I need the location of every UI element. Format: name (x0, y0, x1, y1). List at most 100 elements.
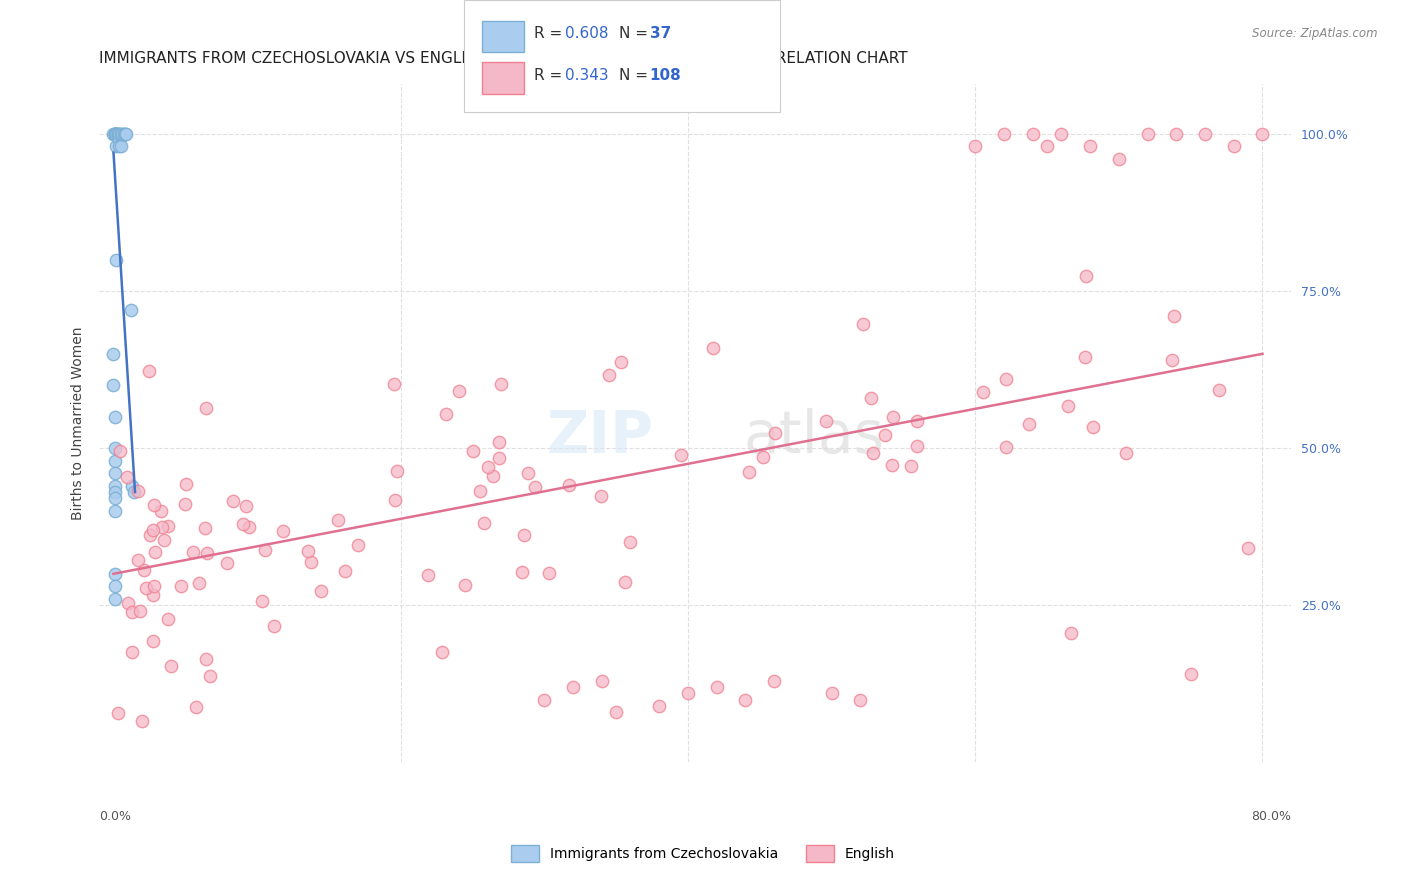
Text: R =: R = (534, 69, 568, 83)
Point (297, 544, 319, 558)
Point (905, 414, 928, 428)
Point (107, 127, 129, 141)
Point (882, 409, 904, 424)
Point (105, 127, 128, 141)
Point (468, 483, 491, 498)
Point (860, 391, 883, 405)
Point (449, 384, 471, 398)
Point (676, 686, 699, 700)
Point (111, 127, 134, 141)
Point (1074, 350, 1097, 364)
Point (1021, 127, 1043, 141)
Point (122, 485, 145, 500)
Point (105, 252, 128, 267)
Point (238, 519, 260, 533)
Point (384, 493, 406, 508)
Point (591, 673, 613, 688)
Point (1136, 127, 1159, 141)
Point (598, 368, 620, 382)
Point (142, 634, 165, 648)
Y-axis label: Births to Unmarried Women: Births to Unmarried Women (72, 326, 86, 520)
Point (669, 448, 692, 462)
Point (815, 415, 838, 429)
Point (488, 435, 510, 450)
Point (1166, 127, 1188, 141)
Point (1081, 419, 1104, 434)
Point (104, 479, 127, 493)
Point (195, 652, 218, 666)
Point (104, 127, 127, 141)
Point (1160, 352, 1182, 367)
Point (523, 480, 546, 494)
Point (1036, 139, 1059, 153)
Point (104, 485, 127, 500)
Point (104, 441, 127, 455)
Point (994, 440, 1017, 454)
Point (188, 575, 211, 590)
Point (510, 565, 533, 579)
Point (1060, 626, 1083, 640)
Point (972, 384, 994, 399)
Point (1057, 400, 1080, 414)
Point (477, 460, 499, 475)
Point (702, 341, 724, 355)
Point (1108, 152, 1130, 166)
Point (186, 700, 208, 714)
Text: 0.0%: 0.0% (100, 810, 131, 823)
Point (537, 566, 560, 580)
Point (105, 127, 128, 141)
Point (752, 450, 775, 464)
Point (488, 450, 510, 465)
Point (1078, 139, 1101, 153)
Point (1251, 127, 1274, 141)
Point (160, 658, 183, 673)
Point (333, 564, 356, 578)
Point (346, 538, 368, 552)
Point (104, 409, 127, 424)
Point (183, 545, 205, 559)
Point (174, 476, 197, 491)
Point (217, 556, 239, 570)
Point (232, 517, 254, 532)
Point (482, 468, 505, 483)
Point (104, 467, 127, 481)
Point (562, 680, 585, 694)
Point (103, 127, 125, 141)
Point (112, 127, 135, 141)
Point (648, 698, 671, 713)
Point (149, 504, 172, 518)
Point (120, 302, 142, 317)
Point (103, 378, 125, 392)
Point (150, 519, 173, 533)
Point (194, 521, 217, 535)
Point (558, 477, 581, 491)
Point (1180, 667, 1202, 681)
Text: 80.0%: 80.0% (1251, 810, 1291, 823)
Point (882, 458, 904, 473)
Point (104, 491, 127, 506)
Point (104, 579, 127, 593)
Point (103, 347, 125, 361)
Point (513, 527, 536, 541)
Point (156, 612, 179, 626)
Point (605, 705, 627, 719)
Point (252, 594, 274, 608)
Point (734, 692, 756, 706)
Point (104, 453, 127, 467)
Point (142, 524, 165, 538)
Text: N =: N = (619, 69, 652, 83)
Text: 108: 108 (650, 69, 682, 83)
Point (132, 563, 155, 577)
Text: IMMIGRANTS FROM CZECHOSLOVAKIA VS ENGLISH BIRTHS TO UNMARRIED WOMEN CORRELATION : IMMIGRANTS FROM CZECHOSLOVAKIA VS ENGLIS… (100, 51, 908, 66)
Point (1208, 384, 1230, 398)
Text: 0.343: 0.343 (565, 69, 609, 83)
Point (610, 354, 633, 368)
Point (995, 372, 1018, 386)
Point (198, 669, 221, 683)
Point (139, 527, 162, 541)
Point (174, 497, 197, 511)
Point (900, 459, 922, 474)
Point (156, 518, 179, 533)
Point (104, 127, 127, 141)
Point (461, 444, 484, 458)
